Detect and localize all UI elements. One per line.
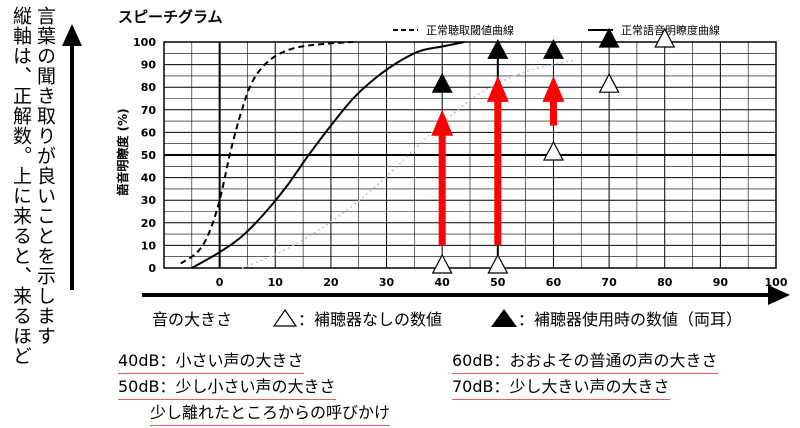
x-tick-label: 0	[216, 276, 224, 289]
intelligibility-curve	[191, 41, 465, 269]
red-arrow-head	[431, 109, 454, 136]
x-tick-label: 90	[713, 276, 729, 289]
x-tick-label: 50	[490, 276, 506, 289]
filled-triangle-icon	[491, 309, 517, 327]
level-60-row: 60dB：おおよその普通の声の大きさ	[452, 347, 718, 374]
y-tick-label: 90	[141, 59, 157, 72]
level-60-db: 60dB	[452, 351, 494, 370]
y-tick-label: 10	[141, 239, 157, 252]
unaided-marker	[654, 27, 676, 48]
aided-marker	[431, 72, 453, 93]
y-tick-label: 0	[148, 262, 156, 275]
x-tick-label: 80	[657, 276, 673, 289]
y-tick-label: 70	[141, 104, 157, 117]
plot-border	[163, 41, 777, 269]
level-50-extra-row: 少し離れたところからの呼びかけ	[150, 399, 391, 426]
threshold-curve	[180, 41, 354, 265]
level-70-row: 70dB：少し大きい声の大きさ	[452, 373, 670, 400]
y-tick-label: 20	[141, 217, 157, 230]
level-50-db: 50dB	[118, 377, 160, 396]
aided-marker	[487, 39, 509, 59]
x-tick-label: 100	[765, 276, 788, 289]
unaided-marker	[431, 253, 453, 274]
level-50-row: 50dB：少し小さい声の大きさ	[118, 373, 336, 400]
x-tick-label: 20	[323, 276, 339, 289]
x-axis-caption: 音の大きさ	[152, 310, 233, 329]
y-tick-label: 50	[141, 149, 157, 162]
side-note-line-1: 縦軸は、正解数。上に来ると、来るほど	[10, 6, 32, 366]
red-arrow-head	[486, 75, 509, 102]
unaided-marker	[542, 140, 564, 161]
aided-marker	[598, 27, 620, 48]
x-tick-label: 40	[435, 276, 451, 289]
level-70-db: 70dB	[452, 377, 494, 396]
chart-title: スピーチグラム	[118, 8, 223, 26]
y-tick-label: 30	[141, 194, 157, 207]
level-60-text: ：おおよその普通の声の大きさ	[493, 351, 718, 370]
x-tick-label: 10	[268, 276, 284, 289]
y-tick-label: 100	[133, 36, 156, 49]
chart-legend: 正常聴取閾値曲線 正常語音明瞭度曲線	[393, 23, 720, 37]
x-tick-label: 60	[546, 276, 562, 289]
unaided-marker	[487, 253, 509, 274]
legend-unaided-label: ：補聴器なしの数値	[298, 310, 443, 329]
level-40-text: ：小さい声の大きさ	[159, 351, 304, 370]
y-tick-label: 40	[141, 172, 157, 185]
aided-marker	[542, 39, 564, 59]
y-axis-label: 語音明瞭度 (%)	[115, 108, 130, 195]
x-tick-label: 70	[601, 276, 617, 289]
reference-curve	[241, 59, 576, 269]
level-40-db: 40dB	[118, 351, 160, 370]
level-50-text: ：少し小さい声の大きさ	[159, 377, 336, 396]
y-tick-label: 80	[141, 81, 157, 94]
level-70-text: ：少し大きい声の大きさ	[493, 377, 670, 396]
legend-aided-label: ：補聴器使用時の数値（両耳）	[518, 310, 743, 329]
open-triangle-icon	[272, 308, 298, 327]
unaided-marker	[598, 72, 620, 93]
y-tick-label: 60	[141, 126, 157, 139]
legend-unaided: ：補聴器なしの数値	[272, 306, 442, 330]
legend-series-1: 正常聴取閾値曲線	[426, 23, 514, 37]
red-arrow-head	[542, 75, 565, 102]
side-note-line-2: 言葉の聞き取りが良いことを示します	[34, 6, 56, 346]
legend-aided: ：補聴器使用時の数値（両耳）	[490, 306, 742, 330]
vertical-axis-arrow	[62, 24, 82, 290]
horizontal-axis-arrow	[142, 285, 790, 305]
x-tick-label: 30	[379, 276, 395, 289]
level-50-extra-text: 少し離れたところからの呼びかけ	[150, 403, 391, 422]
level-40-row: 40dB：小さい声の大きさ	[118, 347, 304, 374]
plot-area: 0 10 20 30 40 50 60 70 80 90 100 0 10 20 30 40 50 60 70 80 9…	[133, 27, 788, 289]
legend-series-2: 正常語音明瞭度曲線	[621, 23, 720, 37]
